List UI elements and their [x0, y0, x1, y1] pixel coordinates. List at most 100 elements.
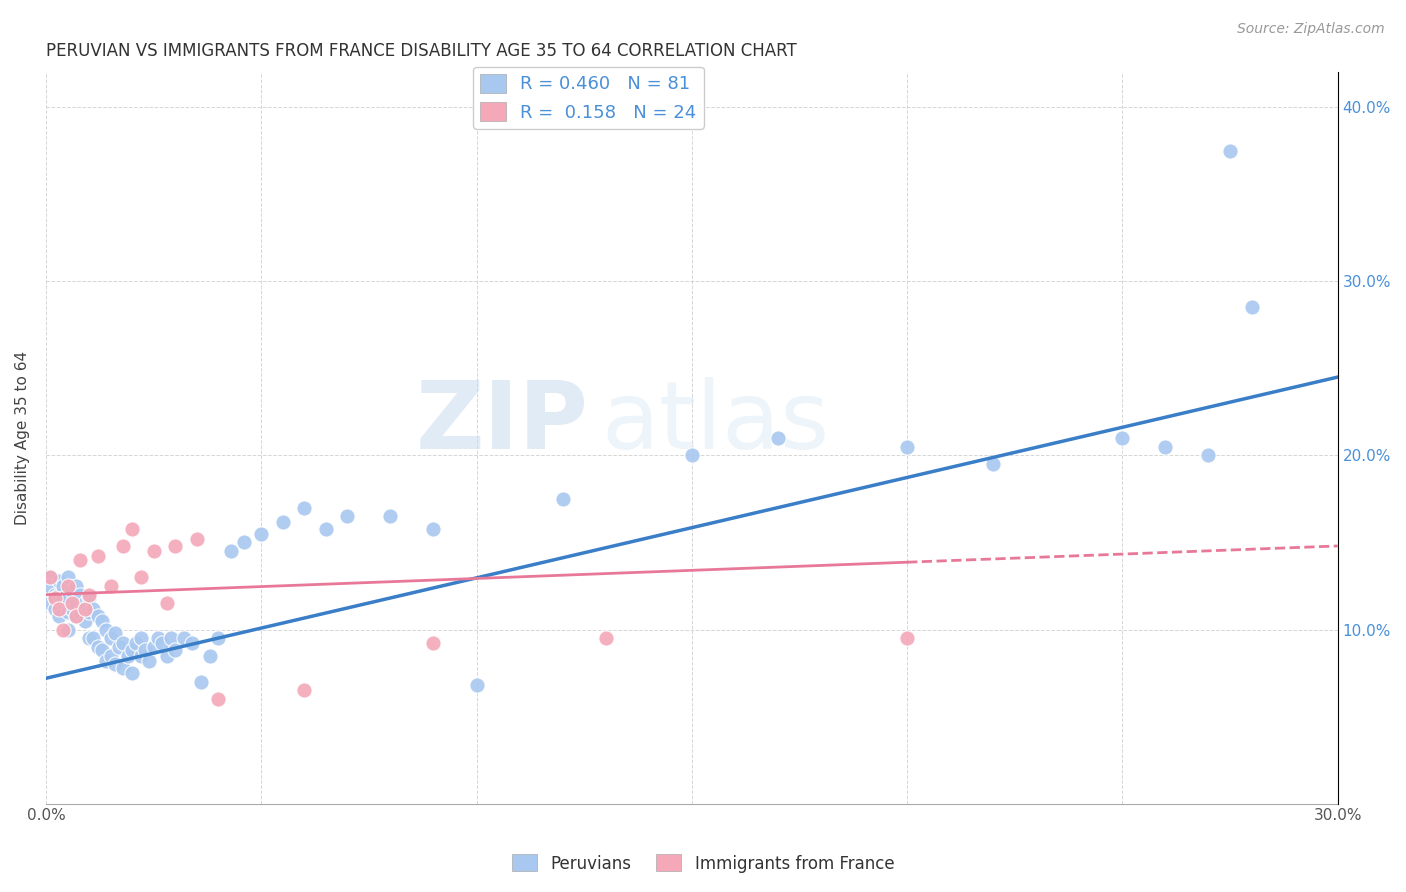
Point — [219, 544, 242, 558]
Text: ZIP: ZIP — [416, 377, 589, 469]
Point — [48, 601, 70, 615]
Point — [48, 588, 70, 602]
Point — [77, 591, 100, 606]
Point — [207, 692, 229, 706]
Point — [48, 608, 70, 623]
Point — [86, 640, 108, 654]
Point — [60, 596, 83, 610]
Point — [1154, 440, 1177, 454]
Point — [121, 666, 143, 681]
Point — [65, 596, 87, 610]
Point — [155, 648, 177, 663]
Point — [422, 522, 444, 536]
Point — [595, 632, 617, 646]
Point — [146, 632, 169, 646]
Point — [292, 683, 315, 698]
Point — [125, 636, 148, 650]
Point — [44, 591, 66, 606]
Point — [138, 654, 160, 668]
Point — [96, 654, 118, 668]
Point — [39, 596, 62, 610]
Point — [39, 570, 62, 584]
Point — [56, 623, 79, 637]
Point — [104, 657, 127, 672]
Point — [1219, 144, 1241, 158]
Point — [86, 549, 108, 564]
Point — [91, 643, 114, 657]
Point — [1111, 431, 1133, 445]
Point — [173, 632, 195, 646]
Point — [65, 579, 87, 593]
Point — [551, 491, 574, 506]
Point — [44, 591, 66, 606]
Point — [292, 500, 315, 515]
Point — [56, 591, 79, 606]
Point — [896, 632, 918, 646]
Point — [77, 605, 100, 619]
Point — [112, 661, 135, 675]
Text: Source: ZipAtlas.com: Source: ZipAtlas.com — [1237, 22, 1385, 37]
Legend: Peruvians, Immigrants from France: Peruvians, Immigrants from France — [505, 847, 901, 880]
Point — [233, 535, 256, 549]
Point — [73, 596, 96, 610]
Point — [60, 601, 83, 615]
Point — [150, 636, 173, 650]
Point — [112, 636, 135, 650]
Text: PERUVIAN VS IMMIGRANTS FROM FRANCE DISABILITY AGE 35 TO 64 CORRELATION CHART: PERUVIAN VS IMMIGRANTS FROM FRANCE DISAB… — [46, 42, 797, 60]
Point — [112, 539, 135, 553]
Point — [44, 601, 66, 615]
Point — [56, 570, 79, 584]
Point — [117, 648, 139, 663]
Point — [65, 608, 87, 623]
Point — [77, 632, 100, 646]
Point — [86, 608, 108, 623]
Point — [207, 632, 229, 646]
Point — [155, 596, 177, 610]
Point — [160, 632, 183, 646]
Point — [181, 636, 204, 650]
Point — [129, 632, 152, 646]
Point — [73, 601, 96, 615]
Point — [108, 640, 131, 654]
Point — [69, 605, 91, 619]
Point — [165, 539, 187, 553]
Point — [190, 674, 212, 689]
Point — [766, 431, 789, 445]
Point — [121, 522, 143, 536]
Point — [52, 579, 75, 593]
Point — [52, 623, 75, 637]
Point — [681, 449, 703, 463]
Point — [271, 515, 294, 529]
Point — [142, 640, 165, 654]
Point — [198, 648, 221, 663]
Point — [981, 457, 1004, 471]
Point — [380, 509, 402, 524]
Point — [39, 579, 62, 593]
Point — [129, 570, 152, 584]
Point — [896, 440, 918, 454]
Point — [142, 544, 165, 558]
Point — [1240, 301, 1263, 315]
Point — [100, 632, 122, 646]
Point — [336, 509, 359, 524]
Point — [104, 626, 127, 640]
Point — [465, 678, 488, 692]
Point — [250, 526, 273, 541]
Point — [56, 579, 79, 593]
Text: atlas: atlas — [602, 377, 830, 469]
Point — [60, 584, 83, 599]
Point — [1198, 449, 1220, 463]
Point — [77, 588, 100, 602]
Point — [121, 643, 143, 657]
Point — [422, 636, 444, 650]
Point — [56, 605, 79, 619]
Point — [52, 591, 75, 606]
Point — [134, 643, 156, 657]
Point — [91, 614, 114, 628]
Point — [165, 643, 187, 657]
Point — [48, 574, 70, 588]
Point — [73, 614, 96, 628]
Point — [100, 579, 122, 593]
Point — [82, 601, 104, 615]
Y-axis label: Disability Age 35 to 64: Disability Age 35 to 64 — [15, 351, 30, 525]
